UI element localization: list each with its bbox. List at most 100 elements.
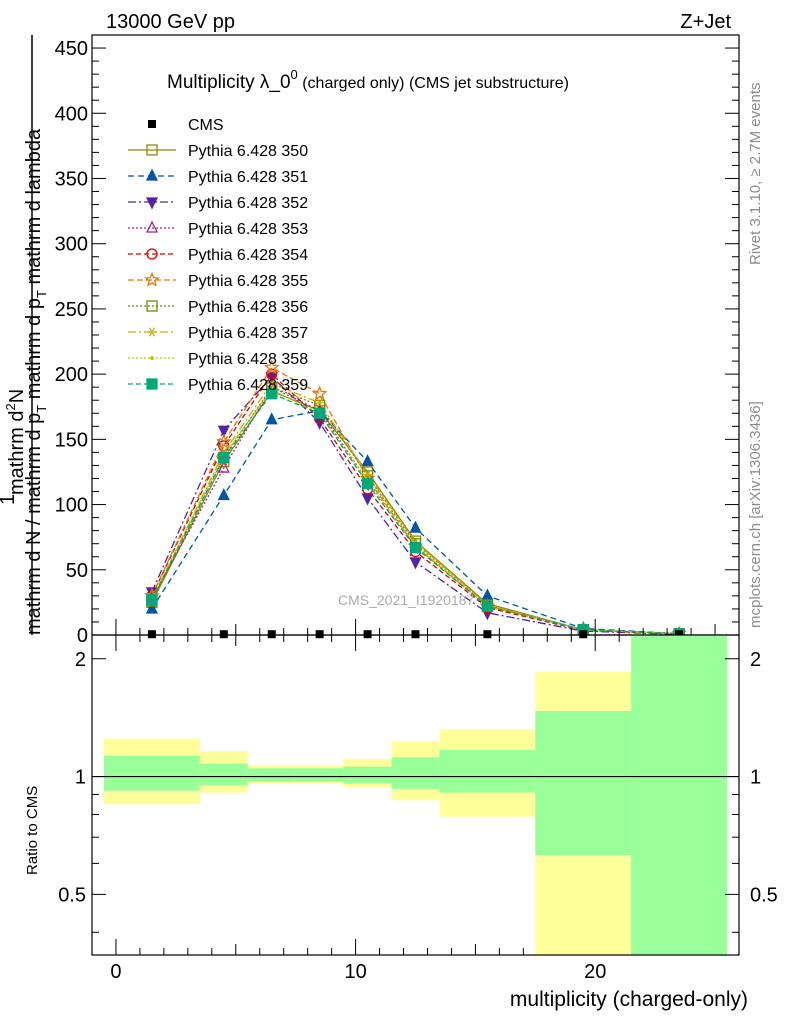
y-tick-label: 300 bbox=[55, 234, 88, 256]
cms-point bbox=[147, 630, 156, 639]
marker-star bbox=[311, 385, 328, 401]
marker-triangle-down bbox=[409, 557, 422, 570]
cms-point bbox=[219, 630, 228, 639]
x-tick-label: 0 bbox=[110, 961, 121, 983]
marker-asterisk-stroke bbox=[364, 469, 371, 480]
energy-label: 13000 GeV pp bbox=[106, 11, 235, 33]
ratio-y-axis-label: Ratio to CMS bbox=[24, 786, 41, 875]
ylabel-den2: mathrm d p bbox=[23, 298, 45, 399]
y-tick-label: 150 bbox=[55, 429, 88, 451]
ratio-tick-label: 2 bbox=[75, 649, 86, 671]
legend-item-cms: CMS bbox=[148, 117, 224, 134]
ratio-band-green bbox=[535, 711, 632, 856]
marker-triangle-up bbox=[145, 601, 158, 614]
legend-label: Pythia 6.428 353 bbox=[188, 221, 308, 238]
y-tick-label: 0 bbox=[77, 625, 88, 647]
marker-square bbox=[361, 478, 374, 490]
marker-star bbox=[144, 271, 160, 287]
legend-item-8: Pythia 6.428 358 bbox=[128, 351, 308, 368]
y-tick-label: 350 bbox=[55, 168, 88, 190]
cms-point bbox=[315, 630, 324, 639]
marker-square bbox=[146, 144, 158, 156]
ratio-band-green bbox=[103, 755, 200, 791]
svg-text:mathrm d N / mathrm d pT: mathrm d N / mathrm d pT mathrm d pT mat… bbox=[23, 128, 51, 635]
y-tick-label: 200 bbox=[55, 364, 88, 386]
marker-triangle-up bbox=[265, 412, 278, 425]
legend-label: Pythia 6.428 351 bbox=[188, 169, 308, 186]
ratio-band-green bbox=[631, 635, 728, 955]
cms-point bbox=[483, 630, 492, 639]
ratio-band-green bbox=[343, 766, 392, 784]
cms-points bbox=[147, 630, 684, 639]
x-tick-label: 20 bbox=[584, 961, 606, 983]
watermark: CMS_2021_I1920187 bbox=[338, 592, 474, 608]
legend-item-0: Pythia 6.428 350 bbox=[128, 143, 308, 160]
legend-item-5: Pythia 6.428 355 bbox=[128, 271, 308, 290]
ratio-tick-label-right: 1 bbox=[750, 767, 761, 789]
legend-item-2: Pythia 6.428 352 bbox=[128, 195, 308, 212]
legend-label: Pythia 6.428 355 bbox=[188, 273, 308, 290]
marker-triangle-up bbox=[145, 220, 159, 233]
mcplots-label: mcplots.cern.ch [arXiv:1306.3436] bbox=[747, 401, 764, 628]
legend-item-1: Pythia 6.428 351 bbox=[128, 168, 308, 186]
legend-label: Pythia 6.428 358 bbox=[188, 351, 308, 368]
ratio-tick-label-right: 2 bbox=[750, 649, 761, 671]
y-tick-label: 50 bbox=[66, 560, 88, 582]
marker-square bbox=[146, 594, 158, 606]
marker-asterisk-stroke bbox=[316, 398, 323, 408]
chart-title: Multiplicity λ_00 (charged only) (CMS je… bbox=[167, 67, 569, 93]
ratio-y-axis: 0.5 0.5 1 1 2 2 bbox=[58, 649, 778, 933]
marker-square bbox=[481, 600, 494, 612]
legend-item-9: Pythia 6.428 359 bbox=[128, 377, 308, 394]
y-tick-label: 100 bbox=[55, 495, 88, 517]
ylabel-den2-sub: T bbox=[34, 290, 49, 298]
legend-label: Pythia 6.428 357 bbox=[188, 325, 308, 342]
y-tick-label: 250 bbox=[55, 299, 88, 321]
ratio-band-green bbox=[295, 768, 344, 782]
legend-label: Pythia 6.428 354 bbox=[188, 247, 308, 264]
legend-label: CMS bbox=[188, 117, 224, 134]
svg-text:mathrm d2N: mathrm d2N bbox=[3, 389, 28, 495]
legend-label: Pythia 6.428 352 bbox=[188, 195, 308, 212]
x-axis: 0 10 20 bbox=[91, 619, 740, 983]
marker-triangle-down bbox=[145, 197, 159, 210]
ratio-frame bbox=[91, 634, 740, 956]
ylabel-den2-rest: mathrm d lambda bbox=[23, 128, 45, 290]
marker-triangle-up bbox=[217, 487, 230, 501]
marker-circle bbox=[146, 248, 158, 260]
cms-point bbox=[411, 630, 420, 639]
marker-asterisk-stroke bbox=[268, 378, 275, 388]
y-tick-label: 450 bbox=[55, 38, 88, 60]
cms-point bbox=[363, 630, 372, 639]
ratio-bands bbox=[103, 635, 728, 955]
rivet-version-label: Rivet 3.1.10, ≥ 2.7M events bbox=[747, 83, 764, 266]
legend-cms-marker bbox=[148, 120, 156, 128]
legend-item-7: Pythia 6.428 357 bbox=[128, 325, 308, 342]
marker-triangle-up bbox=[145, 168, 159, 181]
ratio-band-green bbox=[199, 763, 248, 786]
title-sup: 0 bbox=[291, 67, 298, 82]
marker-circle bbox=[266, 368, 278, 380]
marker-square bbox=[146, 300, 158, 312]
ratio-band-green bbox=[247, 768, 296, 782]
cms-point bbox=[267, 630, 276, 639]
ratio-band-green bbox=[391, 757, 440, 789]
marker-triangle-down bbox=[217, 425, 230, 438]
marker-triangle-up bbox=[217, 460, 230, 473]
ylabel-lead: 1 bbox=[0, 494, 19, 505]
ratio-tick-label: 0.5 bbox=[58, 884, 86, 906]
cms-point bbox=[579, 630, 588, 639]
marker-square bbox=[218, 451, 230, 464]
marker-triangle-down bbox=[361, 493, 374, 506]
ylabel-num-sup: 2 bbox=[3, 403, 18, 410]
y-tick-label: 400 bbox=[55, 103, 88, 125]
legend-item-4: Pythia 6.428 354 bbox=[128, 247, 308, 264]
ratio-band-green bbox=[439, 749, 536, 793]
marker-asterisk-stroke bbox=[148, 327, 156, 337]
marker-square bbox=[266, 388, 278, 400]
title-main: Multiplicity λ_0 bbox=[167, 72, 291, 93]
y-axis-label: mathrm d N / mathrm d pT mathrm d pT mat… bbox=[0, 35, 51, 635]
ylabel-num-rest: N bbox=[6, 389, 28, 403]
marker-star bbox=[215, 433, 232, 449]
